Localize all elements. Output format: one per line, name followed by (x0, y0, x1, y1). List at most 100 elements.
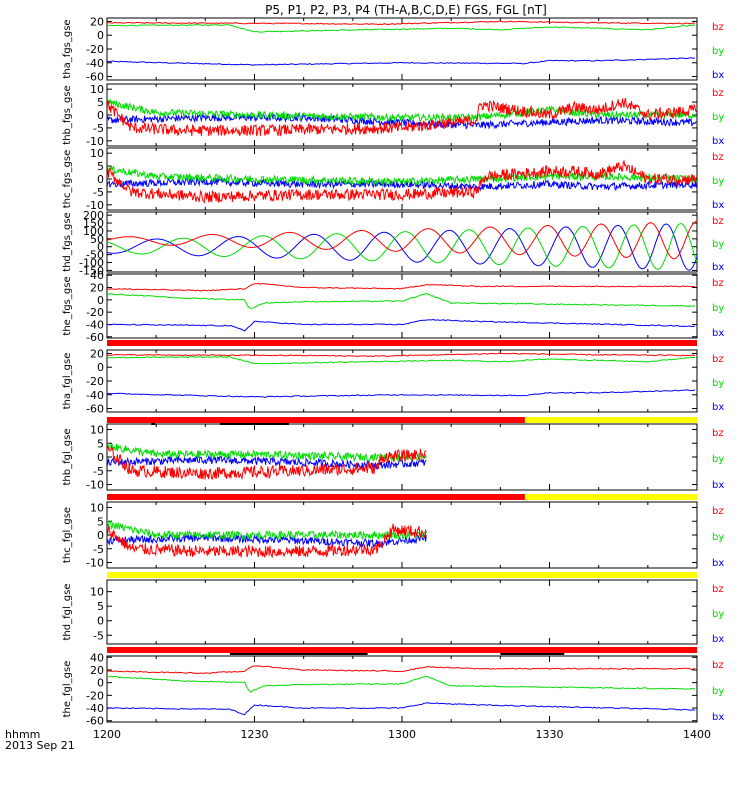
status-bar-segment (107, 340, 697, 346)
panel-frame (106, 273, 698, 339)
status-bar-segment (524, 417, 697, 423)
x-tick-label: 1200 (93, 728, 121, 741)
y-tick-label: 0 (97, 29, 104, 42)
legend-bx: bx (712, 480, 724, 491)
y-tick-label: -60 (86, 71, 104, 84)
y-tick-label: -10 (86, 557, 104, 570)
status-bar-marker (229, 653, 368, 655)
y-tick-label: 200 (83, 209, 104, 222)
legend-bz: bz (712, 278, 724, 289)
legend-bz: bz (712, 660, 724, 671)
series-bx (107, 532, 427, 549)
series-bz (107, 282, 696, 292)
status-bar-segment (107, 417, 525, 423)
series-bz (107, 20, 696, 26)
y-axis-label: tha_fgl_gse (62, 353, 73, 410)
y-tick-label: 0 (97, 451, 104, 464)
y-tick-label: 40 (90, 651, 104, 664)
series-bx (107, 112, 697, 130)
status-bar-segment (107, 647, 697, 653)
y-tick-label: 5 (97, 600, 104, 613)
legend-bz: bz (712, 354, 724, 365)
y-tick-label: 0 (97, 294, 104, 307)
status-bar-marker (151, 423, 156, 425)
legend-by: by (712, 112, 724, 123)
y-tick-label: -60 (86, 331, 104, 344)
y-tick-label: -150 (79, 264, 104, 277)
panel-tha_fgs_gse: 200-20-40-60 tha_fgs_gse bz by bx (62, 15, 724, 83)
status-bar-marker (220, 423, 289, 425)
y-tick-label: 0 (97, 615, 104, 628)
y-tick-label: 10 (90, 147, 104, 160)
panel-frame (106, 17, 698, 81)
legend-bz: bz (712, 22, 724, 33)
panel-thd_fgl_gse: 105 0-5 thd_fgl_gse bz by bx (62, 579, 724, 645)
y-tick-label: -40 (86, 318, 104, 331)
series-bx (107, 318, 696, 332)
y-tick-label: 0 (97, 173, 104, 186)
status-bar-segment (524, 494, 697, 500)
legend-bx: bx (712, 402, 724, 413)
y-tick-label: 10 (90, 424, 104, 437)
y-tick-label: -10 (86, 479, 104, 492)
legend-bx: bx (712, 558, 724, 569)
status-bar-segment (107, 572, 697, 578)
legend-by: by (712, 239, 724, 250)
y-tick-label: 150 (83, 217, 104, 230)
y-tick-label: -10 (86, 199, 104, 212)
legend-by: by (712, 46, 724, 57)
y-tick-label: -40 (86, 702, 104, 715)
time-axis: 1200 1230 1300 1330 1400 (93, 728, 711, 741)
legend-bz: bz (712, 584, 724, 595)
legend-bz: bz (712, 506, 724, 517)
legend-bz: bz (712, 152, 724, 163)
panel-frame (106, 349, 698, 413)
series-bz (107, 221, 697, 260)
x-tick-label: 1230 (241, 728, 269, 741)
series-by (107, 222, 697, 270)
series-by (107, 442, 427, 463)
x-tick-label: 1400 (683, 728, 711, 741)
y-axis-label: thd_fgl_gse (62, 584, 73, 641)
panel-frame (106, 579, 698, 645)
legend-by: by (712, 609, 724, 620)
legend-bz: bz (712, 216, 724, 227)
legend-bx: bx (712, 70, 724, 81)
y-axis-label: the_fgl_gse (62, 661, 73, 718)
panel-tha_fgl_gse: 200-20-40-60 tha_fgl_gse bz by bx (62, 347, 724, 415)
y-tick-label: 10 (90, 586, 104, 599)
y-tick-label: -50 (86, 249, 104, 262)
y-tick-label: -40 (86, 57, 104, 70)
series-by (107, 355, 696, 365)
series-by (107, 292, 696, 310)
x-tick-label: 1300 (388, 728, 416, 741)
y-tick-label: -10 (86, 135, 104, 148)
series-bz (107, 97, 697, 138)
legend-by: by (712, 176, 724, 187)
y-tick-label: -20 (86, 375, 104, 388)
y-tick-label: -5 (93, 186, 104, 199)
y-tick-label: -100 (79, 257, 104, 270)
panel-frame (106, 423, 698, 491)
series-bz (107, 159, 697, 204)
y-tick-label: 0 (97, 677, 104, 690)
legend-by: by (712, 378, 724, 389)
y-tick-label: 5 (97, 437, 104, 450)
y-tick-label: 20 (90, 664, 104, 677)
y-tick-label: 5 (97, 160, 104, 173)
status-bar-segment (107, 494, 525, 500)
x-tick-label: 1330 (536, 728, 564, 741)
chart-title: P5, P1, P2, P3, P4 (TH-A,B,C,D,E) FGS, F… (265, 3, 547, 17)
y-tick-label: -20 (86, 43, 104, 56)
time-axis-label-hhmm: hhmm (5, 728, 40, 741)
legend-by: by (712, 454, 724, 465)
y-tick-label: 20 (90, 15, 104, 28)
y-tick-label: -5 (93, 122, 104, 135)
legend-bz: bz (712, 428, 724, 439)
